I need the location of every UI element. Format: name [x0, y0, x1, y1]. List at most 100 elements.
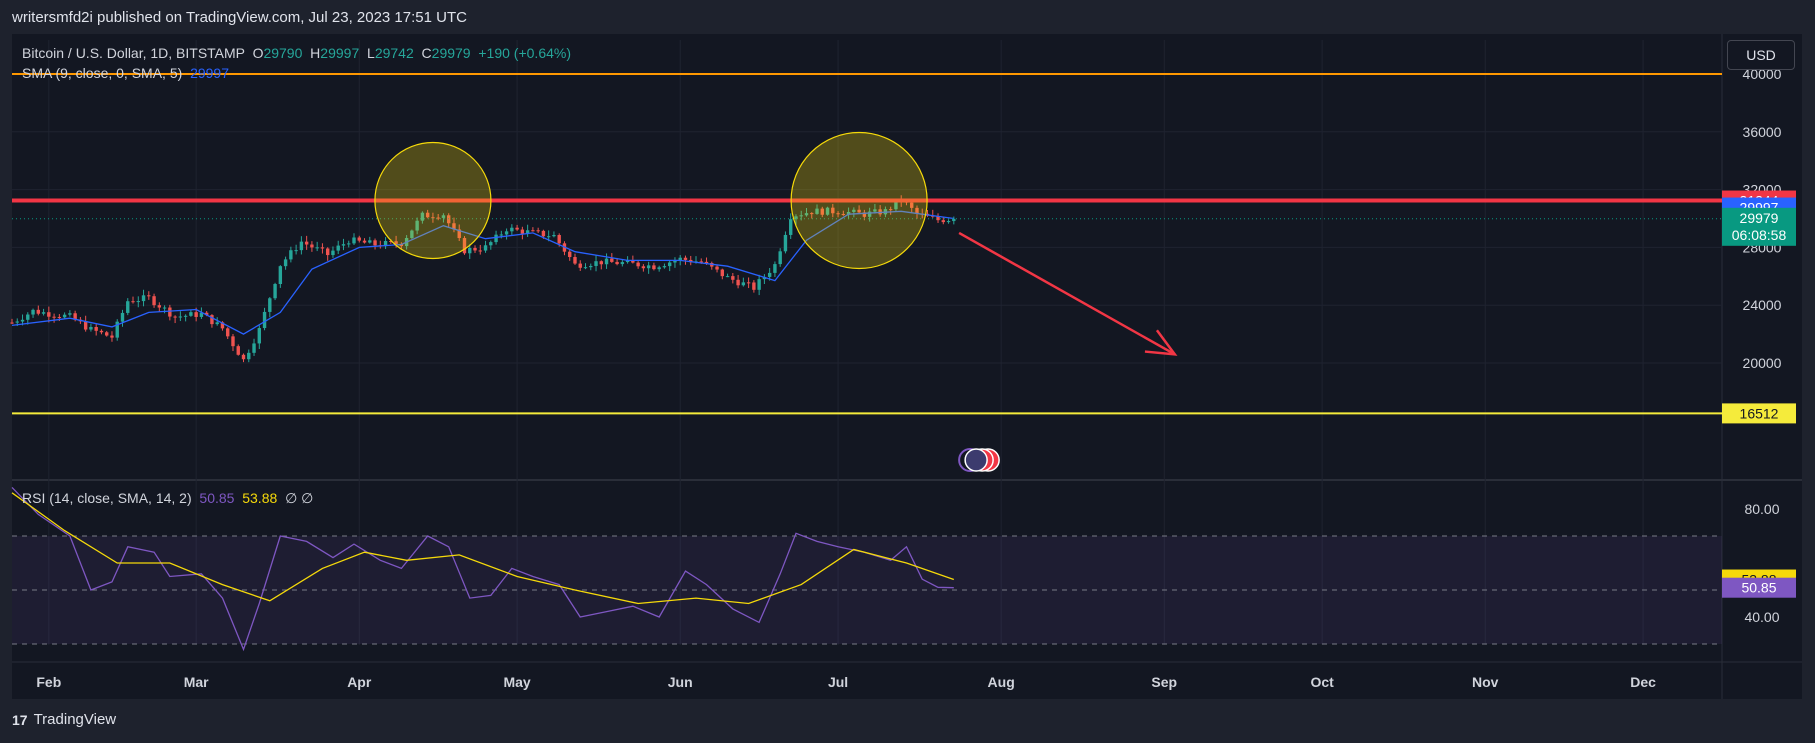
candle — [846, 207, 851, 220]
candle — [662, 263, 667, 269]
candle — [594, 255, 598, 272]
candle-body — [168, 307, 172, 317]
candle — [573, 253, 577, 265]
candle — [468, 244, 472, 260]
candle-body — [867, 211, 872, 217]
candle-body — [347, 243, 351, 245]
candle — [673, 257, 677, 268]
candle-body — [336, 245, 340, 251]
candle — [741, 277, 746, 287]
open-value: 29790 — [263, 45, 303, 61]
candle — [657, 265, 661, 272]
candle — [89, 323, 93, 332]
candle — [226, 327, 230, 340]
close-value: 29979 — [431, 45, 471, 61]
candle — [636, 261, 640, 269]
candle-body — [725, 276, 730, 278]
time-label-jun: Jun — [668, 674, 693, 690]
candle-body — [683, 257, 688, 260]
change-value: +190 (+0.64%) — [478, 45, 571, 61]
candle-body — [631, 260, 635, 263]
candle — [210, 314, 214, 328]
candle-body — [220, 322, 225, 329]
candle-body — [26, 314, 30, 320]
close-label: C — [421, 45, 432, 61]
candle — [583, 263, 588, 270]
candle — [31, 308, 35, 318]
candle — [873, 203, 877, 214]
candle-body — [952, 218, 956, 222]
rsi-ma-line — [11, 492, 955, 605]
candle-body — [105, 332, 109, 336]
candle-body — [73, 313, 77, 320]
candle-body — [636, 262, 640, 267]
candle-body — [888, 209, 893, 211]
candle — [841, 210, 846, 216]
candle — [852, 207, 856, 218]
candle — [105, 330, 109, 337]
candle-body — [941, 220, 945, 223]
candle — [41, 308, 46, 316]
footer: 17 TradingView — [12, 711, 116, 728]
candle-body — [746, 282, 751, 284]
candle — [310, 241, 314, 252]
candle — [425, 209, 430, 219]
candle-body — [189, 312, 193, 316]
candle-body — [489, 242, 493, 246]
candle-body — [268, 298, 272, 312]
candle-body — [57, 317, 62, 319]
candle — [420, 211, 425, 224]
candle-body — [362, 240, 367, 243]
high-label: H — [310, 45, 321, 61]
candle — [804, 207, 809, 217]
candle — [241, 353, 246, 363]
time-label-oct: Oct — [1310, 674, 1334, 690]
price-legend: Bitcoin / U.S. Dollar, 1D, BITSTAMP O297… — [22, 45, 571, 61]
candle-body — [441, 215, 446, 218]
candle — [94, 324, 98, 336]
candle — [189, 309, 193, 317]
candle-body — [136, 301, 140, 303]
price-tag-label: 16512 — [1740, 405, 1779, 421]
rsi-tag-bg — [1722, 577, 1796, 598]
candle-body — [583, 267, 588, 269]
footer-brand[interactable]: TradingView — [33, 711, 117, 728]
chart-frame[interactable] — [12, 34, 1802, 699]
rsi-legend[interactable]: RSI (14, close, SMA, 14, 2) 50.85 53.88 … — [22, 490, 313, 507]
candle — [173, 315, 177, 324]
candle-body — [846, 211, 851, 215]
candle — [115, 319, 119, 341]
candle — [620, 259, 625, 267]
currency-button[interactable]: USD — [1727, 40, 1795, 70]
candle — [415, 217, 419, 235]
candle-body — [594, 261, 598, 266]
candle — [836, 211, 840, 218]
candle-body — [289, 250, 293, 260]
rsi-tick-label: 80.00 — [1744, 501, 1779, 517]
published-caption: writersmfd2i published on TradingView.co… — [12, 9, 467, 26]
candle — [510, 224, 514, 235]
candle-body — [131, 301, 135, 303]
candle — [215, 317, 219, 326]
sma-legend[interactable]: SMA (9, close, 0, SMA, 5) 29997 — [22, 65, 229, 81]
candle — [789, 213, 793, 239]
candle-body — [115, 321, 119, 338]
candle — [525, 224, 530, 237]
candle-body — [720, 269, 725, 277]
candle-body — [936, 216, 940, 221]
time-label-aug: Aug — [988, 674, 1015, 690]
candle-body — [794, 216, 798, 220]
candle — [683, 255, 688, 265]
candle-body — [804, 213, 809, 216]
candle-body — [652, 265, 656, 270]
candle-body — [667, 262, 672, 267]
candle-body — [283, 259, 288, 267]
candle — [10, 318, 14, 325]
candle — [915, 205, 919, 219]
candle — [36, 305, 41, 316]
candle-body — [525, 230, 530, 234]
candle-body — [83, 321, 88, 330]
candle-body — [278, 266, 283, 285]
high-value: 29997 — [320, 45, 360, 61]
